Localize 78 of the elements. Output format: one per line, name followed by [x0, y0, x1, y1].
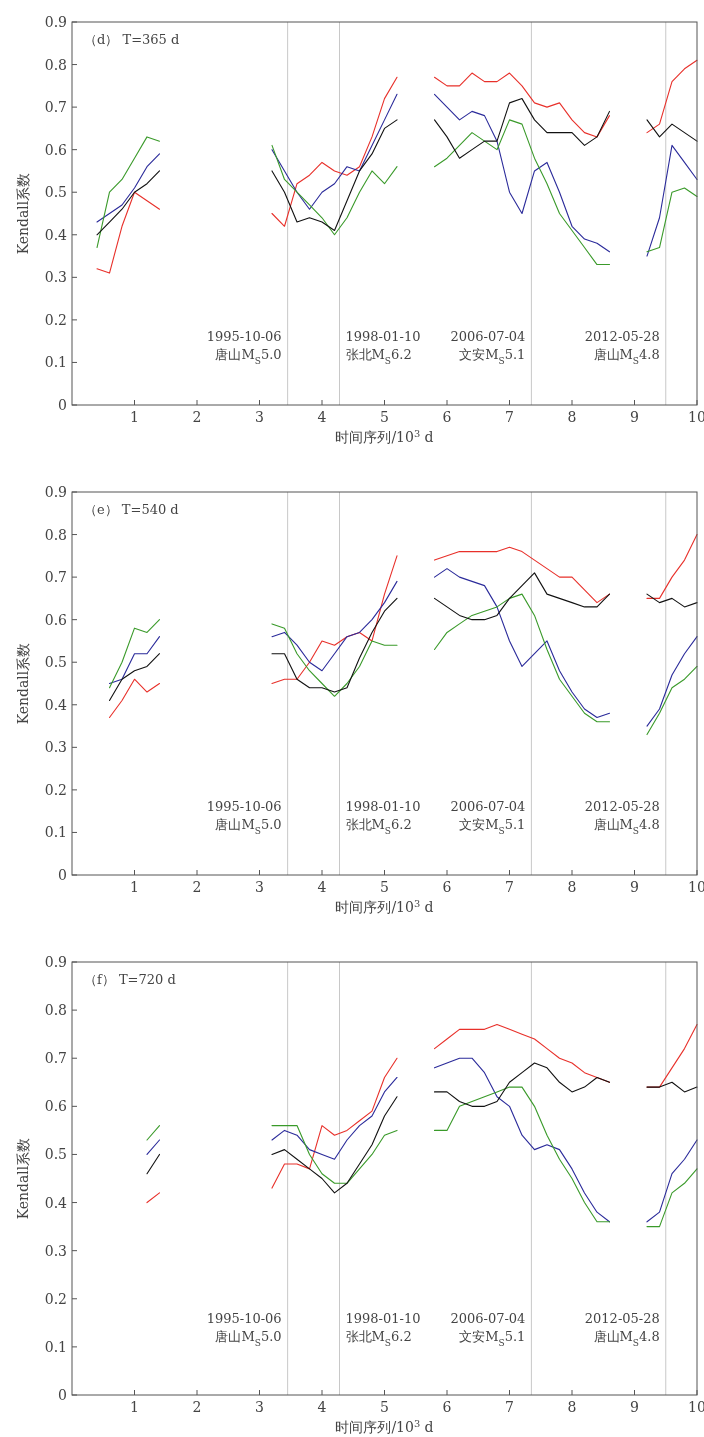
- y-tick-label: 0.4: [44, 226, 68, 243]
- ref-line-label: 2012-05-28 唐山M$_{S}$4.8: [584, 799, 660, 837]
- ref-line-label: 2006-07-04 文安M$_{S}$5.1: [450, 329, 526, 367]
- y-tick-label: 0.9: [44, 954, 67, 970]
- x-axis-title: 时间序列/10$^{3}$ d: [335, 427, 434, 445]
- x-tick-label: 8: [567, 879, 577, 895]
- y-tick-label: 0.6: [44, 141, 68, 158]
- ref-line-label: 1998-01-10 张北M$_{S}$6.2: [345, 799, 421, 837]
- y-tick-label: 0.5: [44, 1146, 67, 1163]
- x-tick-label: 2: [192, 1399, 202, 1415]
- y-tick-label: 0.6: [44, 1098, 68, 1115]
- x-tick-label: 6: [442, 409, 452, 425]
- y-tick-label: 0.7: [44, 1050, 67, 1067]
- y-tick-label: 0.3: [44, 269, 67, 286]
- ref-line-label: 1995-10-06 唐山M$_{S}$5.0: [206, 1310, 282, 1348]
- y-axis-title: Kendall系数: [15, 1137, 31, 1220]
- y-tick-label: 0.6: [44, 611, 68, 628]
- x-tick-label: 5: [380, 879, 389, 895]
- y-tick-label: 0.8: [44, 526, 67, 543]
- text: （e） T=540 d: [84, 502, 179, 517]
- ref-line-label: 1995-10-06 唐山M$_{S}$5.0: [206, 799, 282, 837]
- y-tick-label: 0.1: [44, 354, 67, 371]
- ref-line-label: 2006-07-04 文安M$_{S}$5.1: [450, 799, 526, 837]
- x-tick-label: 4: [317, 1399, 327, 1415]
- ref-line-label: 2012-05-28 唐山M$_{S}$4.8: [584, 1310, 660, 1348]
- x-tick-label: 2: [192, 879, 202, 895]
- x-axis-title: 时间序列/10$^{3}$ d: [335, 897, 434, 915]
- x-tick-label: 2: [192, 409, 202, 425]
- x-tick-label: 1: [130, 409, 139, 425]
- y-tick-label: 0.4: [44, 696, 68, 713]
- ref-line-label: 1995-10-06 唐山M$_{S}$5.0: [206, 329, 282, 367]
- y-tick-label: 0.9: [44, 484, 67, 500]
- x-tick-label: 4: [317, 879, 327, 895]
- text: （f） T=720 d: [84, 972, 176, 987]
- y-axis-title: Kendall系数: [15, 172, 31, 255]
- y-tick-label: 0.7: [44, 99, 67, 116]
- y-tick-label: 0.5: [44, 184, 67, 201]
- y-tick-label: 0.3: [44, 739, 67, 756]
- y-tick-label: 0.2: [44, 1290, 67, 1307]
- x-tick-label: 6: [442, 1399, 452, 1415]
- y-tick-label: 0: [58, 867, 67, 883]
- x-tick-label: 8: [567, 1399, 577, 1415]
- x-tick-label: 9: [630, 409, 639, 425]
- x-tick-label: 3: [255, 1399, 264, 1415]
- y-axis-title: Kendall系数: [15, 642, 31, 725]
- x-tick-label: 3: [255, 409, 264, 425]
- y-tick-label: 0.2: [44, 781, 67, 798]
- ref-line-label: 2012-05-28 唐山M$_{S}$4.8: [584, 329, 660, 367]
- x-tick-label: 9: [630, 1399, 639, 1415]
- y-tick-label: 0.5: [44, 654, 67, 671]
- y-tick-label: 0.1: [44, 1338, 67, 1355]
- x-tick-label: 6: [442, 879, 452, 895]
- y-tick-label: 0.9: [44, 14, 67, 30]
- ref-line-label: 1998-01-10 张北M$_{S}$6.2: [345, 1310, 421, 1348]
- text: （d） T=365 d: [84, 32, 180, 47]
- y-tick-label: 0.8: [44, 56, 67, 73]
- x-tick-label: 3: [255, 879, 264, 895]
- y-tick-label: 0.2: [44, 311, 67, 328]
- ref-line-label: 1998-01-10 张北M$_{S}$6.2: [345, 329, 421, 367]
- x-tick-label: 8: [567, 409, 577, 425]
- x-tick-label: 5: [380, 1399, 389, 1415]
- y-tick-label: 0.1: [44, 824, 67, 841]
- x-tick-label: 9: [630, 879, 639, 895]
- x-tick-label: 7: [505, 409, 514, 425]
- x-axis-title: 时间序列/10$^{3}$ d: [335, 1417, 434, 1435]
- x-tick-label: 1: [130, 879, 139, 895]
- y-tick-label: 0.8: [44, 1002, 67, 1019]
- y-tick-label: 0: [58, 397, 67, 413]
- y-tick-label: 0.7: [44, 569, 67, 586]
- x-tick-label: 4: [317, 409, 327, 425]
- x-tick-label: 7: [505, 879, 514, 895]
- ref-line-label: 2006-07-04 文安M$_{S}$5.1: [450, 1310, 526, 1348]
- x-tick-label: 5: [380, 409, 389, 425]
- y-tick-label: 0.3: [44, 1242, 67, 1259]
- y-tick-label: 0: [58, 1387, 67, 1403]
- y-tick-label: 0.4: [44, 1194, 68, 1211]
- x-tick-label: 1: [130, 1399, 139, 1415]
- x-tick-label: 7: [505, 1399, 514, 1415]
